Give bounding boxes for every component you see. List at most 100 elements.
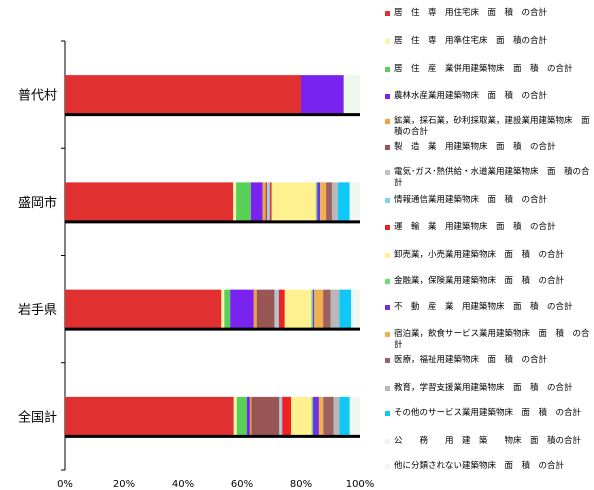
bar-segment xyxy=(65,182,234,222)
legend-item: 居 住 産 業併用建築物床 面 積 の合計 xyxy=(385,64,590,75)
bar-segment xyxy=(221,289,225,329)
bar-segment xyxy=(279,396,281,436)
bar-segment xyxy=(274,289,278,329)
bar-segment xyxy=(339,396,350,436)
bar-segment xyxy=(317,182,321,222)
bar-segment xyxy=(343,75,360,115)
legend-swatch xyxy=(385,119,390,124)
bar-segment xyxy=(230,289,254,329)
bar-segment xyxy=(271,182,316,222)
bar-segment xyxy=(331,182,338,222)
legend-swatch xyxy=(385,411,390,416)
category-label: 岩手県 xyxy=(18,303,57,318)
bar-segment xyxy=(270,182,272,222)
legend-swatch xyxy=(385,305,390,310)
bar-segment xyxy=(323,396,334,436)
bar-segment xyxy=(262,182,266,222)
bar-segment xyxy=(282,396,292,436)
legend-label: 居 住 専 用準住宅床 面 積の合計 xyxy=(394,36,548,46)
x-tick-label: 0% xyxy=(57,479,73,490)
legend-swatch xyxy=(385,67,390,72)
legend-swatch xyxy=(385,94,390,99)
bar-segment xyxy=(323,289,331,329)
legend-item: 卸売業，小売業用建築物床 面 積 の合計 xyxy=(385,250,590,261)
legend-item: 運 輸 業 用建築物床 面 積 の合計 xyxy=(385,222,590,233)
legend-label: 電気･ガス･熱供給・水道業用建築物床 面 積の合計 xyxy=(394,167,590,188)
legend-label: 鉱業，採石業，砂利採取業，建設業用建築物床 面 積の合計 xyxy=(394,116,594,137)
bar-segment xyxy=(246,396,250,436)
legend-swatch xyxy=(385,198,390,203)
legend-label: 居 住 産 業併用建築物床 面 積 の合計 xyxy=(394,64,573,74)
legend-item: 居 住 専 用準住宅床 面 積の合計 xyxy=(385,36,590,47)
legend-swatch xyxy=(385,279,390,284)
bar-segment xyxy=(268,182,271,222)
category-label: 全国計 xyxy=(18,409,57,425)
bar-segment xyxy=(333,396,340,436)
legend-label: 教育，学習支援業用建築物床 面 積 の合計 xyxy=(394,383,573,393)
legend-swatch xyxy=(385,464,390,469)
bar-segment xyxy=(313,396,319,436)
bar-segment xyxy=(291,396,312,436)
bar-segment xyxy=(233,182,237,222)
category-label: 普代村 xyxy=(18,89,57,104)
bar-segment xyxy=(315,182,318,222)
x-tick-label: 60% xyxy=(231,479,253,490)
legend-item: 情報通信業用建築物床 面 積 の合計 xyxy=(385,195,590,206)
legend-label: 金融業，保険業用建築物床 面 積 の合計 xyxy=(394,276,565,286)
bar-segment xyxy=(236,182,251,222)
legend-swatch xyxy=(385,439,390,444)
legend-label: 公 務 用 建 築 物床 面 積の合計 xyxy=(394,436,582,446)
bar-baseline xyxy=(65,434,360,438)
bar-segment xyxy=(311,396,314,436)
bar-segment xyxy=(278,289,285,329)
legend-item: 宿泊業，飲食サービス業用建築物床 面 積 の合計 xyxy=(385,329,590,351)
legend-label: その他のサービス業用建築物床 面 積 の合計 xyxy=(394,408,582,418)
legend-item: 他に分類されない建築物床 面 積 の合計 xyxy=(385,461,590,472)
category-label: 盛岡市 xyxy=(18,195,57,211)
bar-segment xyxy=(349,396,352,436)
legend-item: 電気･ガス･熱供給・水道業用建築物床 面 積の合計 xyxy=(385,167,590,189)
bar-segment xyxy=(349,182,352,222)
bar-baseline xyxy=(65,220,360,224)
bar-segment xyxy=(351,182,360,222)
legend-item: 製 造 業 用建築物床 面 積 の合計 xyxy=(385,142,590,153)
bar-segment xyxy=(277,289,279,329)
legend-swatch xyxy=(385,39,390,44)
legend-label: 他に分類されない建築物床 面 積 の合計 xyxy=(394,461,565,471)
bar-segment xyxy=(351,396,360,436)
x-tick-label: 80% xyxy=(290,479,312,490)
legend-swatch xyxy=(385,358,390,363)
bar-segment xyxy=(253,289,257,329)
x-tick-label: 20% xyxy=(113,479,135,490)
legend-swatch xyxy=(385,225,390,230)
bar-segment xyxy=(249,396,252,436)
bar-segment xyxy=(280,396,283,436)
legend-label: 宿泊業，飲食サービス業用建築物床 面 積 の合計 xyxy=(394,329,590,350)
bar-segment xyxy=(314,289,324,329)
bar-segment xyxy=(337,182,350,222)
bar-segment xyxy=(65,396,234,436)
x-tick-label: 100% xyxy=(346,479,375,490)
bar-segment xyxy=(251,396,280,436)
legend-item: その他のサービス業用建築物床 面 積 の合計 xyxy=(385,408,590,419)
legend-label: 製 造 業 用建築物床 面 積 の合計 xyxy=(394,142,556,152)
legend-item: 教育，学習支援業用建築物床 面 積 の合計 xyxy=(385,383,590,394)
legend-label: 医療，福祉用建築物床 面 積 の合計 xyxy=(394,355,548,365)
legend-label: 運 輸 業 用建築物床 面 積 の合計 xyxy=(394,222,556,232)
bar-segment xyxy=(250,182,263,222)
bar-baseline xyxy=(65,327,360,331)
bar-segment xyxy=(354,289,360,329)
bar-segment xyxy=(301,75,344,115)
bar-segment xyxy=(339,289,352,329)
bar-segment xyxy=(320,182,327,222)
legend-item: 鉱業，採石業，砂利採取業，建設業用建築物床 面 積の合計 xyxy=(385,116,594,138)
legend-swatch xyxy=(385,386,390,391)
bar-segment xyxy=(224,289,231,329)
bar-segment xyxy=(326,182,332,222)
legend-swatch xyxy=(385,11,390,16)
bar-segment xyxy=(236,396,247,436)
bar-segment xyxy=(351,289,355,329)
x-tick-label: 40% xyxy=(172,479,194,490)
bar-baseline xyxy=(65,113,360,117)
